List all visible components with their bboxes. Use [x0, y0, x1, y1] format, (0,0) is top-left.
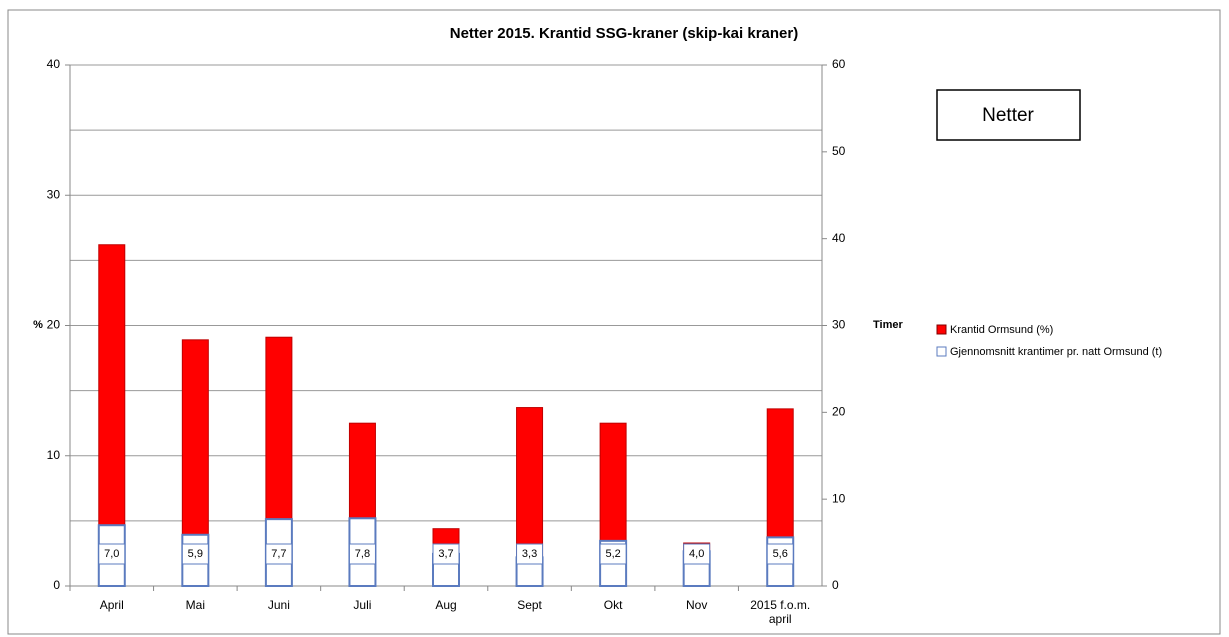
- y2-tick-label: 10: [832, 491, 846, 505]
- data-label-box: [98, 543, 126, 565]
- y-axis-label: %: [33, 319, 43, 331]
- y2-tick-label: 50: [832, 144, 846, 158]
- y2-tick-label: 30: [832, 318, 846, 332]
- x-tick-label: Juni: [267, 598, 290, 612]
- data-label-box: [599, 543, 627, 565]
- data-label: 7,8: [355, 548, 370, 560]
- legend-swatch: [936, 324, 947, 335]
- data-label: 5,6: [773, 548, 788, 560]
- data-label-box: [516, 543, 544, 565]
- data-label: 5,2: [605, 548, 620, 560]
- data-label: 7,0: [104, 548, 119, 560]
- y-tick-label: 20: [47, 318, 61, 332]
- chart-title: Netter 2015. Krantid SSG-kraner (skip-ka…: [450, 25, 798, 42]
- y2-tick-label: 0: [832, 578, 839, 592]
- data-label-box: [348, 543, 376, 565]
- data-label: 5,9: [188, 548, 203, 560]
- x-tick-label: 2015 f.o.m. april: [750, 598, 811, 626]
- data-label: 4,0: [689, 548, 704, 560]
- y2-axis-label: Timer: [873, 319, 903, 331]
- data-label: 7,7: [271, 548, 286, 560]
- annotation: Netter: [982, 105, 1034, 126]
- x-tick-label: Aug: [435, 598, 457, 612]
- data-label-box: [766, 543, 794, 565]
- x-tick-label: Nov: [685, 598, 708, 612]
- legend-label: Krantid Ormsund (%): [950, 324, 1053, 336]
- x-tick-label: Juli: [353, 598, 372, 612]
- y2-tick-label: 20: [832, 405, 846, 419]
- legend-swatch: [936, 346, 947, 357]
- y2-tick-label: 40: [832, 231, 846, 245]
- legend-label: Gjennomsnitt krantimer pr. natt Ormsund …: [950, 346, 1162, 358]
- x-tick-label: Sept: [517, 598, 542, 612]
- data-label-box: [432, 543, 460, 565]
- y2-tick-label: 60: [832, 57, 846, 71]
- y-tick-label: 10: [47, 448, 61, 462]
- x-tick-label: Mai: [185, 598, 205, 612]
- data-label: 3,7: [438, 548, 453, 560]
- x-tick-label: April: [99, 598, 124, 612]
- data-label-box: [181, 543, 209, 565]
- data-label-box: [683, 543, 711, 565]
- annotation-box: [936, 89, 1081, 141]
- data-label: 3,3: [522, 548, 537, 560]
- y-tick-label: 40: [47, 57, 61, 71]
- x-tick-label: Okt: [603, 598, 623, 612]
- chart-border: [7, 9, 1221, 635]
- y-tick-label: 0: [53, 578, 60, 592]
- y-tick-label: 30: [47, 187, 61, 201]
- data-label-box: [265, 543, 293, 565]
